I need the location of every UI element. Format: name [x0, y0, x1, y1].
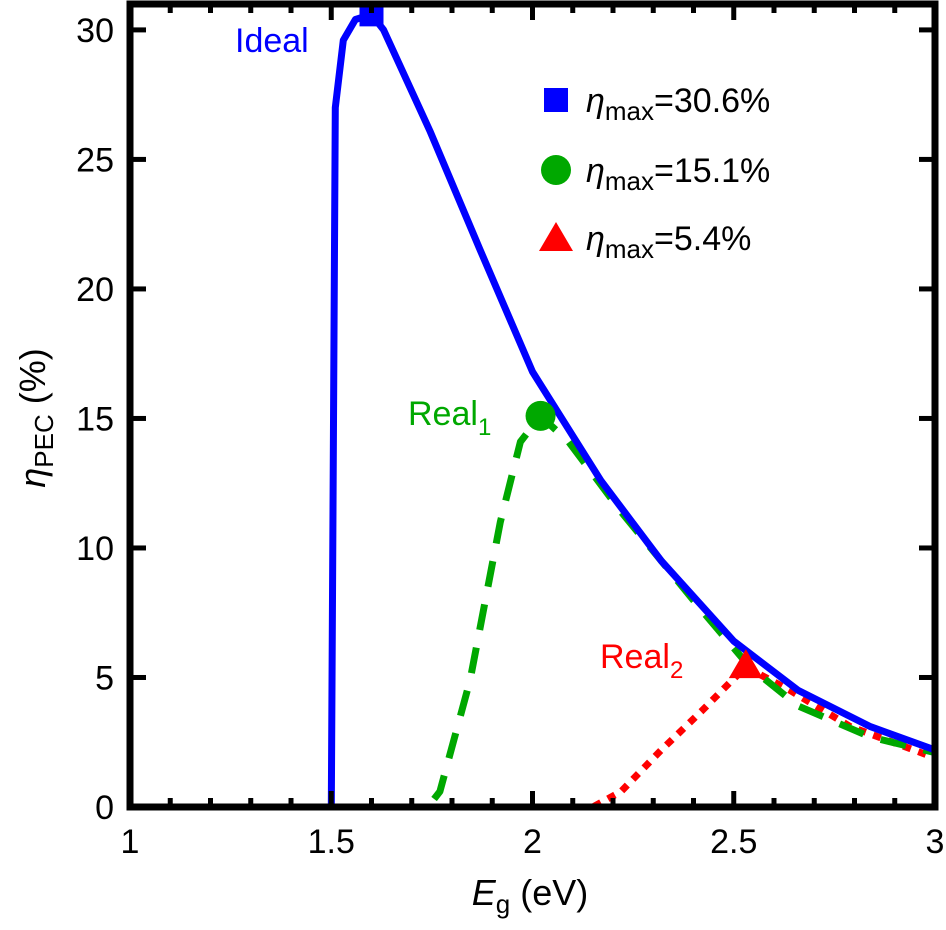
legend-entry-1: ηmax=15.1%	[586, 152, 770, 196]
curve-label-name: Real	[600, 638, 670, 676]
x-axis-title: Eg (eV)	[472, 872, 589, 919]
x-tick-label: 1.5	[308, 823, 355, 861]
legend-symbol-sub: max	[605, 166, 654, 196]
y-tick-label: 0	[95, 789, 114, 827]
legend-value: =15.1%	[654, 152, 770, 190]
curve-label-sub: 1	[478, 414, 491, 441]
series-line-2	[130, 663, 935, 807]
y-axis-title-sub: PEC	[29, 414, 59, 467]
series-line-1	[130, 412, 935, 807]
plot-area	[130, 10, 935, 807]
legend-value: =5.4%	[654, 220, 751, 258]
curve-label-name: Real	[408, 395, 478, 433]
x-axis-title-main: E	[472, 872, 497, 913]
x-tick-label: 2	[523, 823, 542, 861]
legend-symbol-sub: max	[605, 234, 654, 264]
legend-marker-1	[541, 155, 571, 185]
x-tick-label: 2.5	[710, 823, 757, 861]
legend-value: =30.6%	[654, 82, 770, 120]
curve-label-1: Real1	[408, 395, 491, 441]
peak-marker-2	[728, 649, 763, 679]
y-axis-title-unit: (%)	[12, 348, 53, 414]
y-tick-label: 20	[76, 271, 114, 309]
x-axis-title-unit: (eV)	[510, 872, 588, 913]
legend-symbol: η	[586, 82, 605, 120]
y-axis-title: ηPEC (%)	[12, 348, 59, 487]
legend-symbol: η	[586, 220, 605, 258]
curve-label-0: Ideal	[235, 22, 309, 60]
x-tick-label: 1	[121, 823, 140, 861]
legend-marker-0	[544, 88, 568, 112]
curve-label-2: Real2	[600, 638, 683, 684]
series-line-0	[130, 10, 935, 807]
legend-symbol: η	[586, 152, 605, 190]
y-tick-label: 10	[76, 530, 114, 568]
curve-label-sub: 2	[670, 657, 683, 684]
peak-marker-1	[525, 400, 556, 431]
legend-marker-2	[539, 222, 573, 251]
y-axis-title-main: η	[12, 468, 53, 488]
x-axis-title-sub: g	[496, 889, 510, 919]
y-tick-label: 5	[95, 659, 114, 697]
y-tick-label: 30	[76, 12, 114, 50]
x-tick-label: 3	[926, 823, 945, 861]
curve-label-name: Ideal	[235, 22, 309, 60]
legend-entry-2: ηmax=5.4%	[586, 220, 751, 264]
legend-symbol-sub: max	[605, 96, 654, 126]
y-tick-label: 25	[76, 141, 114, 179]
legend-entry-0: ηmax=30.6%	[586, 82, 770, 126]
y-tick-label: 15	[76, 400, 114, 438]
